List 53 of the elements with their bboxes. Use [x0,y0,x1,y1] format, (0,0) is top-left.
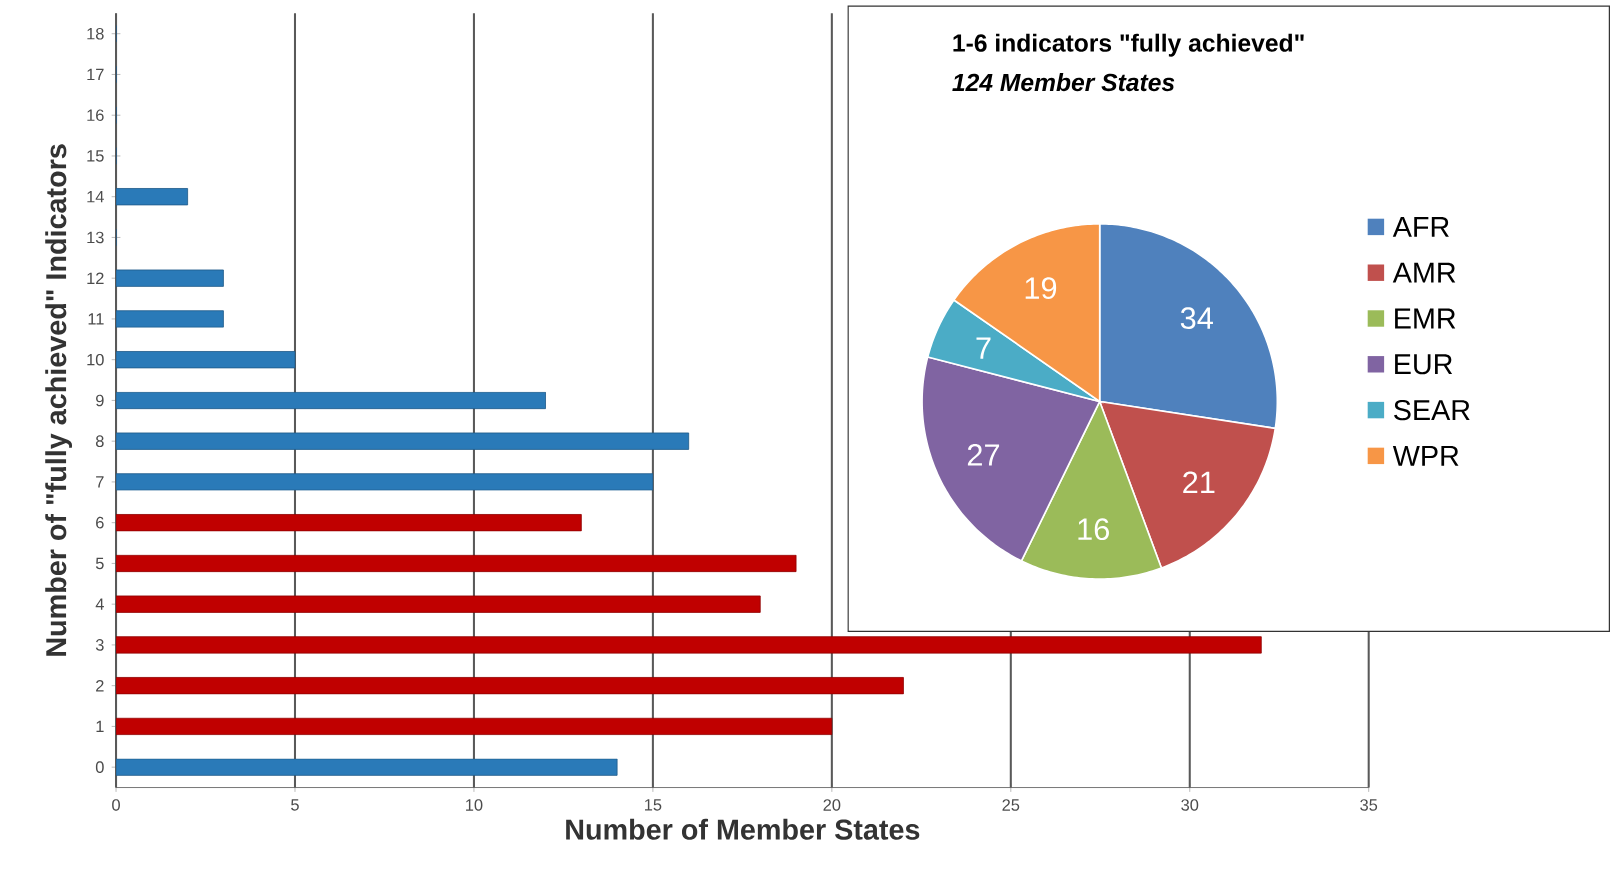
bar [116,554,797,573]
bar [116,310,224,328]
bar [116,677,904,695]
bar [116,391,546,410]
x-axis-title: Number of Member States [566,818,920,840]
x-tick-label: 25 [1002,799,1020,811]
data-label: 27 [967,444,1000,466]
x-tick-label: 15 [645,799,662,811]
legend-label: EUR [1395,354,1453,375]
bar [116,514,582,532]
y-tick-label: 16 [87,109,104,122]
data-label: 34 [1180,307,1213,330]
y-tick-label: 12 [87,272,104,285]
x-tick-label: 30 [1181,799,1199,811]
y-tick-label: 11 [88,313,104,325]
x-tick-label: 0 [112,799,120,811]
legend-label: EMR [1395,308,1456,329]
bar [116,351,296,369]
x-tick-label: 20 [823,799,841,811]
chart-subtitle: 124 Member States [952,73,1175,92]
x-tick-label: 35 [1360,799,1378,811]
data-label: 7 [976,337,991,359]
y-tick-label: 9 [96,394,104,407]
x-tick-label: 5 [291,799,299,811]
legend-label: SEAR [1394,399,1470,421]
bar [116,758,618,776]
y-tick-label: 7 [96,476,104,488]
bar [116,188,189,206]
legend-label: AFR [1392,217,1449,237]
legend-label: WPR [1392,446,1459,466]
y-tick-label: 8 [95,435,104,448]
data-label: 21 [1183,471,1215,494]
y-tick-label: 0 [95,761,104,774]
x-tick-label: 10 [466,799,483,811]
y-tick-label: 6 [96,516,104,529]
chart-title: 1-6 indicators "fully achieved" [953,33,1304,57]
y-tick-label: 4 [95,598,104,610]
y-tick-label: 18 [87,28,104,40]
y-tick-label: 15 [87,150,104,162]
bar [116,717,833,736]
y-tick-label: 13 [87,231,104,244]
y-tick-label: 5 [95,557,104,570]
bar [116,473,654,491]
y-tick-label: 1 [96,720,104,733]
data-label: 19 [1025,277,1057,300]
y-tick-label: 2 [96,680,104,692]
y-tick-label: 10 [87,353,104,366]
y-tick-label: 17 [87,68,104,81]
y-tick-label: 14 [87,191,104,203]
legend-label: AMR [1392,262,1456,283]
data-label: 16 [1078,518,1109,541]
y-axis-title: Number of "fully achieved" Indicators [45,144,73,656]
y-tick-label: 3 [95,639,104,651]
